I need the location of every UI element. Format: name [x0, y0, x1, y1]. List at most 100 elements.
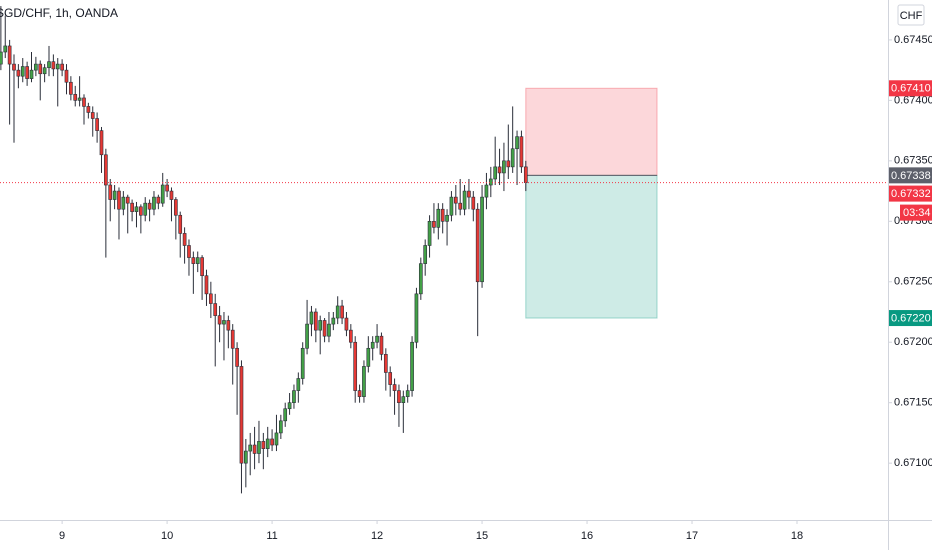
candle-body	[344, 317, 349, 331]
candle-body	[348, 329, 353, 343]
y-tick-label: 0.67450	[894, 34, 932, 46]
y-tick-label: 0.67250	[894, 276, 932, 288]
candle-body	[353, 341, 358, 391]
candle-body	[51, 61, 56, 70]
y-tick-label: 0.67150	[894, 397, 932, 409]
candle-body	[313, 311, 318, 331]
x-tick-label: 11	[266, 530, 277, 542]
candle-body	[139, 206, 143, 216]
candle-body	[38, 63, 43, 75]
x-tick-label: 18	[791, 530, 803, 542]
candle-body	[449, 196, 454, 216]
candle-body	[388, 372, 393, 385]
candle-body	[252, 444, 257, 454]
x-tick-label: 10	[161, 530, 173, 542]
candle-body	[99, 130, 104, 156]
candle-body	[432, 221, 436, 228]
candle-body	[453, 196, 458, 204]
candle-body	[410, 341, 414, 391]
candle-body	[29, 69, 34, 79]
candle-body	[200, 257, 204, 277]
candle-body	[182, 233, 187, 246]
candle-body	[143, 202, 148, 216]
candle-body	[375, 335, 379, 343]
candle-body	[217, 315, 222, 325]
axes: 0.671000.671500.672000.672500.673000.673…	[59, 34, 932, 542]
candle-body	[357, 390, 362, 397]
candle-body	[213, 303, 218, 316]
candle-body	[270, 438, 274, 446]
currency: CHF	[900, 10, 923, 22]
candle-body	[95, 118, 99, 131]
candle-body	[296, 378, 301, 391]
candle-body	[523, 166, 528, 183]
stop-zone	[525, 87, 658, 176]
candle-body	[156, 196, 161, 204]
candle-body	[392, 384, 397, 391]
candle-body	[440, 208, 445, 222]
candle-body	[230, 329, 235, 349]
candle-body	[274, 432, 279, 446]
candle-body	[414, 293, 419, 343]
candle-body	[497, 166, 502, 174]
candle-body	[248, 444, 253, 452]
candle-body	[165, 184, 169, 192]
x-tick-label: 17	[686, 530, 698, 542]
candle-body	[427, 221, 432, 246]
candle-body	[222, 320, 226, 325]
candle-body	[20, 66, 25, 77]
candle-body	[204, 275, 209, 295]
candle-body	[117, 190, 121, 210]
candle-body	[0, 51, 3, 65]
candle-body	[73, 94, 78, 101]
candle-body	[366, 347, 371, 367]
currency-box[interactable]	[897, 4, 925, 26]
candle-body	[327, 323, 331, 337]
candle-body	[69, 81, 73, 95]
candle-body	[187, 245, 191, 258]
candle-body	[34, 63, 38, 71]
candle-body	[108, 184, 113, 200]
candle-body	[174, 199, 178, 216]
candle-body	[300, 347, 305, 379]
candle-body	[265, 438, 270, 449]
candle-body	[397, 390, 401, 403]
candle-body	[25, 66, 29, 79]
x-tick-label: 15	[476, 530, 488, 542]
candle-body	[401, 396, 406, 403]
candle-body	[445, 214, 449, 222]
candle-body	[55, 63, 60, 70]
candle-body	[475, 208, 480, 283]
candle-body	[423, 245, 428, 264]
chart-title: SGD/CHF, 1h, OANDA	[0, 6, 118, 20]
candle-body	[519, 136, 524, 168]
candle-body	[510, 148, 515, 168]
candle-body	[305, 323, 309, 349]
countdown-box	[900, 204, 932, 221]
candle-body	[112, 190, 117, 200]
candle-body	[318, 320, 323, 331]
candle-body	[379, 335, 384, 355]
y-tick-label: 0.67350	[894, 155, 932, 167]
candle-body	[467, 190, 471, 198]
candle-body	[130, 202, 134, 212]
candle-body	[178, 214, 183, 234]
candle-body	[12, 63, 16, 71]
candle-body	[480, 196, 484, 283]
y-tick-label: 0.67200	[894, 336, 932, 348]
candle-body	[493, 166, 498, 180]
candle-body	[257, 441, 261, 454]
candle-body	[191, 257, 196, 264]
candle-body	[322, 320, 327, 337]
candle-body	[195, 257, 200, 264]
countdown: 03:34	[903, 207, 931, 219]
candle-body	[362, 366, 366, 397]
candle-body	[16, 69, 21, 77]
candle-body	[383, 354, 388, 373]
candle-body	[488, 178, 493, 186]
candle-body	[42, 67, 47, 75]
y-tick-label: 0.67400	[894, 94, 932, 106]
candle-body	[471, 196, 476, 210]
x-tick-label: 16	[581, 530, 593, 542]
